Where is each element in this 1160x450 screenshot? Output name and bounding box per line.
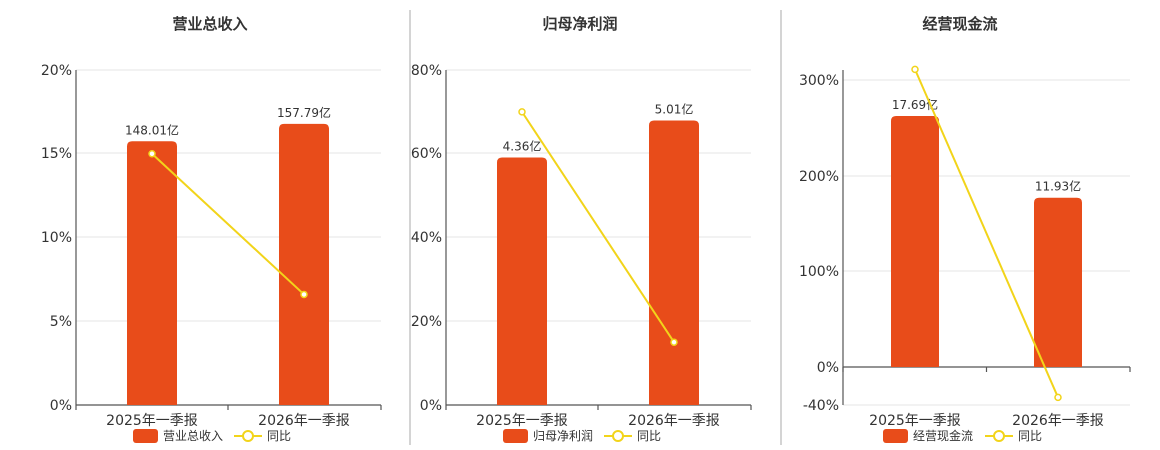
bar[interactable] bbox=[497, 157, 547, 405]
yoy-point[interactable] bbox=[300, 290, 308, 299]
y-tick-label: 0% bbox=[420, 398, 442, 414]
legend[interactable]: 营业总收入 同比 bbox=[133, 429, 291, 443]
x-tick-label: 2025年一季报 bbox=[869, 413, 961, 429]
x-tick-label: 2025年一季报 bbox=[106, 413, 198, 429]
y-tick-label: 0% bbox=[50, 398, 72, 414]
bar[interactable] bbox=[279, 123, 329, 405]
yoy-point[interactable] bbox=[148, 150, 156, 158]
legend-label: 经营现金流 bbox=[913, 428, 973, 443]
yoy-point[interactable] bbox=[518, 108, 526, 116]
legend-label: 同比 bbox=[637, 429, 661, 443]
bar-data-label: 4.36亿 bbox=[503, 138, 542, 153]
bar-data-label: 148.01亿 bbox=[125, 122, 179, 137]
legend-line-marker bbox=[242, 430, 254, 442]
chart-title: 经营现金流 bbox=[922, 15, 997, 33]
y-tick-label: 80% bbox=[411, 63, 442, 79]
yoy-line bbox=[151, 153, 305, 296]
y-tick-label: 60% bbox=[411, 146, 442, 162]
bar[interactable] bbox=[127, 141, 177, 405]
y-tick-label: 10% bbox=[41, 230, 72, 246]
yoy-point[interactable] bbox=[670, 338, 678, 346]
legend-label: 同比 bbox=[1018, 429, 1042, 443]
legend[interactable]: 归母净利润 同比 bbox=[503, 429, 661, 443]
x-tick-label: 2026年一季报 bbox=[628, 413, 720, 429]
y-tick-label: 100% bbox=[799, 264, 839, 280]
chart-title: 归母净利润 bbox=[542, 15, 617, 33]
yoy-point[interactable] bbox=[1054, 393, 1062, 402]
x-tick-label: 2026年一季报 bbox=[1012, 413, 1104, 429]
y-tick-label: 40% bbox=[411, 230, 442, 246]
chart-panel-cash-flow: 经营现金流 -40% 0% 100% 200% 300% 2025年一季报 2026年一… bbox=[799, 15, 1131, 443]
bar[interactable] bbox=[891, 115, 939, 368]
legend-line-marker bbox=[612, 430, 624, 442]
y-tick-label: 0% bbox=[817, 360, 839, 376]
legend-bar-swatch bbox=[883, 429, 908, 443]
y-tick-label: 20% bbox=[41, 63, 72, 79]
y-tick-label: 200% bbox=[799, 169, 839, 185]
y-tick-label: 5% bbox=[50, 314, 72, 330]
y-tick-label: 20% bbox=[411, 314, 442, 330]
bar[interactable] bbox=[1034, 197, 1082, 367]
legend-line-marker bbox=[993, 430, 1005, 442]
bar-data-label: 17.69亿 bbox=[892, 97, 938, 112]
legend-label: 归母净利润 bbox=[533, 429, 593, 443]
y-tick-label: -40% bbox=[803, 398, 839, 414]
legend-bar-swatch bbox=[503, 429, 528, 443]
bar-data-label: 5.01亿 bbox=[655, 102, 694, 117]
x-tick-label: 2025年一季报 bbox=[476, 413, 568, 429]
legend-label: 同比 bbox=[267, 429, 291, 443]
chart-panel-revenue: 营业总收入 0% 5% 10% 15% 20% 2025年一季报 2026年一季报 14… bbox=[41, 15, 382, 443]
yoy-line bbox=[914, 69, 1059, 398]
y-tick-label: 15% bbox=[41, 146, 72, 162]
y-tick-label: 300% bbox=[799, 73, 839, 89]
legend-label: 营业总收入 bbox=[163, 429, 223, 443]
bar-data-label: 11.93亿 bbox=[1035, 179, 1081, 194]
bar-data-label: 157.79亿 bbox=[277, 105, 331, 120]
chart-panel-net-profit: 归母净利润 0% 20% 40% 60% 80% 2025年一季报 2026年一季报 4… bbox=[411, 15, 752, 443]
yoy-point[interactable] bbox=[911, 65, 919, 74]
bar[interactable] bbox=[649, 120, 699, 405]
x-tick-label: 2026年一季报 bbox=[258, 413, 350, 429]
legend-bar-swatch bbox=[133, 429, 158, 443]
yoy-line bbox=[521, 111, 675, 343]
chart-title: 营业总收入 bbox=[172, 15, 247, 33]
legend[interactable]: 经营现金流 同比 bbox=[883, 428, 1042, 443]
